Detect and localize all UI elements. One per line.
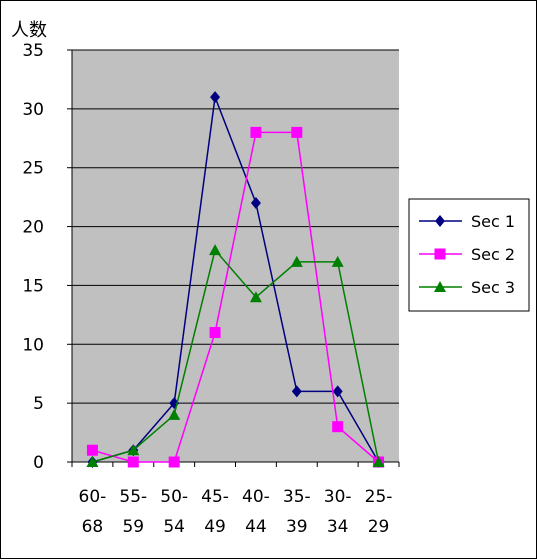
axes [67,49,400,467]
series-2-point-5 [291,126,303,138]
x-category-label-5-0: 35- [283,487,311,507]
series-3-point-6 [331,255,344,267]
series-layer [86,91,385,468]
legend-label-1: Sec 1 [471,212,515,231]
x-category-label-2-0: 50- [160,487,188,507]
series-2-point-6 [332,421,344,433]
y-tick-labels: 0 5 10 15 20 25 30 35 [22,41,44,473]
x-category-label-4-1: 44 [245,517,267,537]
x-category-label-3-0: 45- [201,487,229,507]
series-line-3 [92,248,380,463]
y-tick-label-5: 5 [33,394,44,414]
series-2-point-1 [127,456,139,468]
legend-box [408,198,530,312]
y-tick-label-0: 0 [33,453,44,473]
series-2-point-0 [86,444,98,456]
x-category-label-4-0: 40- [242,487,270,507]
x-category-label-1-0: 55- [119,487,147,507]
legend-marker-3 [434,281,446,292]
plot-area [72,50,399,462]
y-tick-label-25: 25 [22,159,44,179]
x-category-label-5-1: 39 [286,517,308,537]
y-tick-label-15: 15 [22,276,44,296]
series-3-point-4 [249,291,262,303]
x-category-label-7-0: 25- [365,487,393,507]
series-3-point-3 [209,244,222,256]
x-category-label-3-1: 49 [204,517,226,537]
series-3-point-1 [127,444,140,456]
series-3-point-0 [86,456,99,467]
series-2-point-2 [168,456,180,468]
legend-label-2: Sec 2 [471,245,515,264]
x-category-labels: 60- 68 55- 59 50- 54 45- 49 40- 44 35- 39 30- 34 25- 29 [79,487,393,537]
y-tick-label-35: 35 [22,41,44,61]
x-category-label-0-0: 60- [79,487,107,507]
legend-marker-2 [434,248,446,260]
y-tick-label-20: 20 [22,218,44,238]
legend-marker-1 [435,215,445,227]
y-tick-label-30: 30 [22,100,44,120]
legend-label-3: Sec 3 [471,278,515,297]
series-1-point-5 [291,385,302,398]
series-3-point-7 [372,456,385,467]
series-1-point-3 [210,91,221,104]
x-category-label-0-1: 68 [82,517,104,537]
series-3-point-2 [168,408,181,420]
series-line-1 [92,96,380,463]
series-2-point-4 [250,126,262,138]
x-category-label-6-1: 34 [327,517,349,537]
y-tick-label-10: 10 [22,335,44,355]
y-axis-label: 人数 [11,20,47,41]
series-1-point-4 [250,197,261,210]
series-3 [86,244,385,467]
x-category-label-7-1: 29 [368,517,390,537]
series-3-point-5 [290,255,303,267]
x-category-label-6-0: 30- [324,487,352,507]
legend: Sec 1 Sec 2 Sec 3 [408,198,530,312]
series-line-2 [92,131,380,463]
series-2-point-3 [209,327,221,339]
gridlines [72,49,399,404]
series-1-point-6 [332,385,343,398]
x-category-label-1-1: 59 [122,517,144,537]
x-category-label-2-1: 54 [163,517,185,537]
